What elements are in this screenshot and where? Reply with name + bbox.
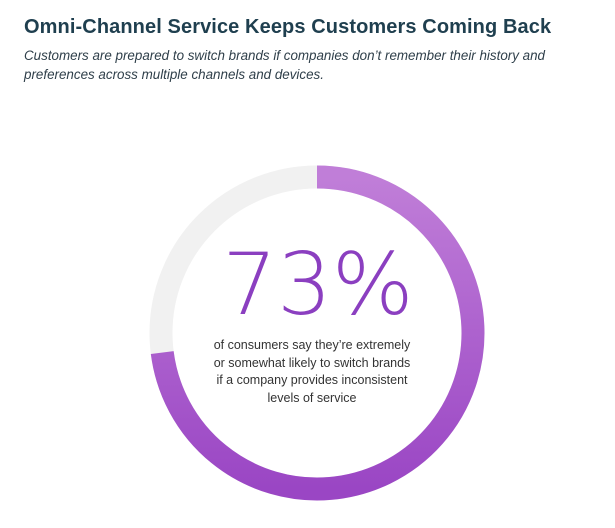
chart-caption: of consumers say they’re extremely or so… [213, 338, 411, 405]
chart-title: Omni-Channel Service Keeps Customers Com… [24, 16, 552, 38]
chart-subtitle: Customers are prepared to switch brands … [24, 48, 545, 82]
donut-value-arc [150, 165, 485, 501]
percentage-value: 73% [222, 235, 413, 335]
